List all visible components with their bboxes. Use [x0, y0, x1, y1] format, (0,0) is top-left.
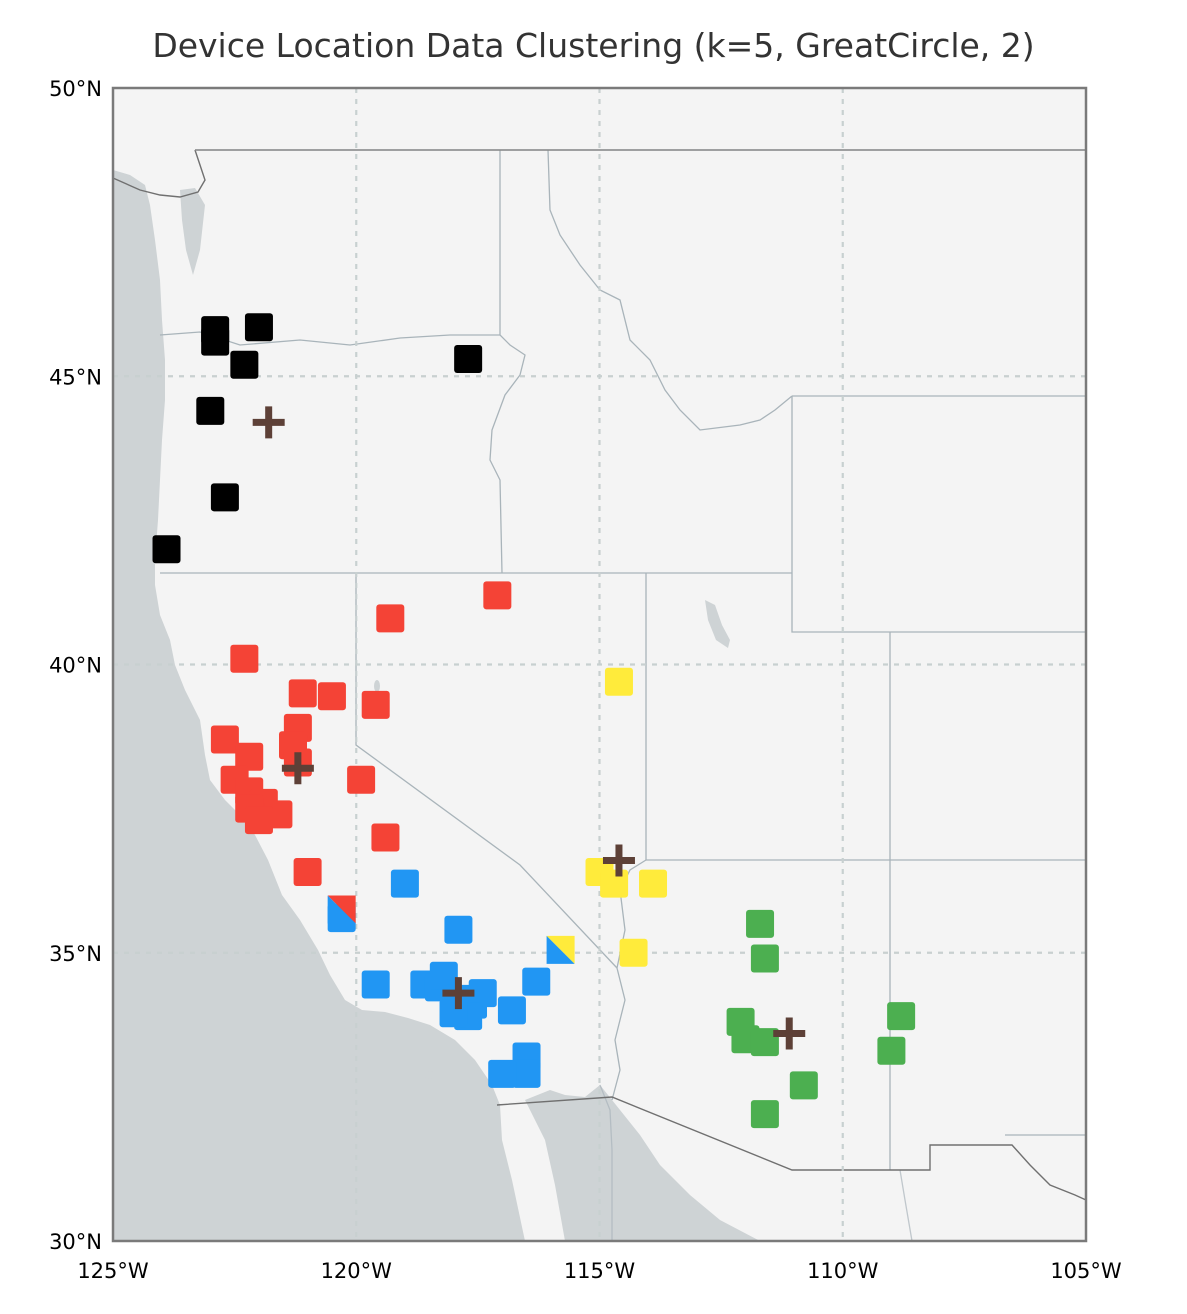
- data-point-overlap-part: [546, 935, 575, 964]
- channel-island: [424, 1071, 436, 1079]
- x-tick-label: 105°W: [1050, 1259, 1122, 1283]
- country-borders: [113, 149, 1086, 1201]
- data-point-cluster-2: [293, 858, 322, 887]
- data-point-cluster-1: [230, 350, 259, 379]
- x-tick-labels: 125°W 120°W 115°W 110°W 105°W: [77, 1259, 1122, 1283]
- data-point-cluster-3: [429, 961, 458, 990]
- y-tick-label: 35°N: [49, 942, 102, 966]
- data-point-cluster-5: [746, 909, 775, 938]
- data-point-cluster-1: [210, 483, 239, 512]
- centroids-layer: [252, 406, 806, 1050]
- data-point-cluster-3: [361, 970, 390, 999]
- data-point-cluster-2: [244, 806, 273, 835]
- data-point-cluster-3: [522, 967, 551, 996]
- y-tick-label: 40°N: [49, 654, 102, 678]
- data-point-cluster-2: [210, 725, 239, 754]
- data-point-cluster-3: [439, 999, 468, 1028]
- data-point-cluster-1: [454, 344, 483, 373]
- lake: [374, 680, 380, 692]
- channel-island: [379, 1025, 397, 1031]
- data-point-cluster-2: [235, 742, 264, 771]
- data-point-cluster-2: [361, 690, 390, 719]
- cluster-centroid-marker: [442, 977, 475, 1010]
- puget-sound: [180, 188, 205, 275]
- data-point-cluster-2: [371, 823, 400, 852]
- data-point-cluster-2: [230, 644, 259, 673]
- data-point-cluster-5: [750, 1100, 779, 1129]
- y-tick-label: 45°N: [49, 365, 102, 389]
- cluster-centroid-marker: [281, 752, 314, 785]
- data-point-cluster-1: [152, 535, 181, 564]
- y-tick-labels: 30°N 35°N 40°N 45°N 50°N: [49, 77, 102, 1254]
- x-tick-label: 120°W: [321, 1259, 393, 1283]
- map-frame: [111, 86, 1088, 1243]
- data-point-cluster-1: [244, 313, 273, 342]
- data-point-cluster-3: [390, 869, 419, 898]
- map-title: Device Location Data Clustering (k=5, Gr…: [152, 26, 1035, 65]
- data-point-cluster-1: [196, 396, 225, 425]
- data-point-overlap: [546, 935, 575, 964]
- data-point-cluster-1: [201, 327, 230, 356]
- data-point-cluster-2: [483, 581, 512, 610]
- data-point-cluster-3: [468, 979, 497, 1008]
- y-tick-label: 50°N: [49, 77, 102, 101]
- data-point-cluster-2: [347, 765, 376, 794]
- x-tick-label: 110°W: [807, 1259, 879, 1283]
- data-point-cluster-4: [639, 869, 668, 898]
- x-tick-label: 125°W: [77, 1259, 149, 1283]
- baja-peninsula: [500, 1100, 565, 1241]
- data-point-cluster-5: [789, 1071, 818, 1100]
- great-salt-lake: [705, 600, 730, 648]
- data-point-cluster-4: [600, 869, 629, 898]
- data-point-cluster-4: [619, 938, 648, 967]
- channel-island: [338, 1021, 362, 1029]
- data-point-cluster-2: [288, 679, 317, 708]
- y-tick-label: 30°N: [49, 1230, 102, 1254]
- cluster-centroid-marker: [602, 844, 635, 877]
- points-layer: [152, 313, 916, 1129]
- data-point-cluster-2: [376, 604, 405, 633]
- data-point-cluster-5: [887, 1002, 916, 1031]
- grid-lines: [113, 88, 1086, 1241]
- data-point-cluster-5: [750, 944, 779, 973]
- data-point-cluster-3: [497, 996, 526, 1025]
- data-point-cluster-3: [444, 915, 473, 944]
- data-point-overlap-part: [327, 895, 356, 924]
- data-point-cluster-3: [512, 1059, 541, 1088]
- data-point-cluster-2: [317, 682, 346, 711]
- cluster-centroid-marker: [773, 1017, 806, 1050]
- data-point-cluster-5: [750, 1028, 779, 1057]
- data-point-cluster-3: [488, 1059, 517, 1088]
- data-point-overlap: [327, 895, 356, 924]
- data-point-cluster-4: [604, 667, 633, 696]
- cluster-centroid-marker: [252, 406, 285, 439]
- x-tick-label: 115°W: [564, 1259, 636, 1283]
- data-point-cluster-5: [877, 1036, 906, 1065]
